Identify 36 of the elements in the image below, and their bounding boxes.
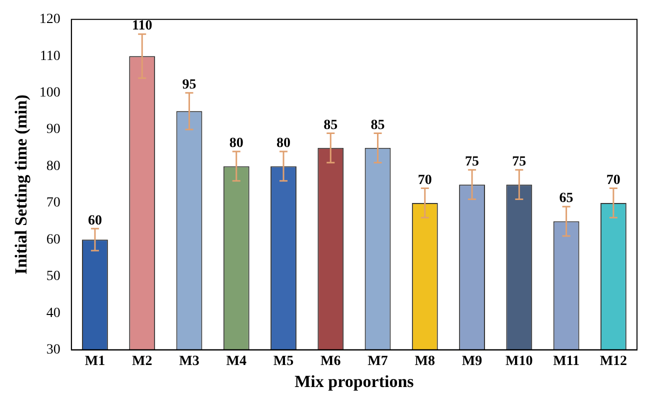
data-label: 80 [276,136,290,152]
y-axis-title: Initial Setting time (min) [12,94,31,275]
x-tick-label: M11 [553,354,580,369]
x-tick-label: M12 [600,354,628,369]
y-tick-label: 90 [46,122,60,138]
x-tick-label: M6 [320,354,341,369]
data-label: 60 [88,213,102,228]
data-label: 65 [559,191,574,206]
x-axis-title: Mix proportions [294,372,414,392]
data-label: 95 [182,77,196,92]
y-tick-label: 120 [39,12,60,28]
data-label: 75 [512,154,526,170]
data-label: 85 [370,118,385,133]
x-tick-label: M10 [506,354,533,369]
x-tick-label: M3 [179,354,200,369]
y-tick-label: 100 [39,85,60,100]
x-tick-label: M4 [226,354,246,369]
y-tick-label: 60 [46,232,60,248]
data-label: 75 [465,154,480,170]
x-tick-label: M9 [462,354,482,369]
x-tick-label: M1 [84,354,106,369]
data-label: 80 [229,136,244,152]
data-label: 70 [418,172,432,188]
y-tick-label: 50 [46,269,60,284]
data-label: 70 [606,172,620,188]
x-tick-label: M5 [273,354,294,369]
y-tick-label: 40 [46,306,60,321]
x-tick-label: M8 [414,354,436,369]
data-label: 85 [324,118,338,133]
y-tick-label: 110 [40,48,60,64]
x-tick-label: M7 [368,354,388,369]
y-tick-label: 30 [46,342,60,358]
y-tick-label: 80 [46,158,60,174]
y-tick-label: 70 [46,196,60,211]
data-label: 110 [132,18,152,34]
x-tick-label: M2 [132,354,152,369]
